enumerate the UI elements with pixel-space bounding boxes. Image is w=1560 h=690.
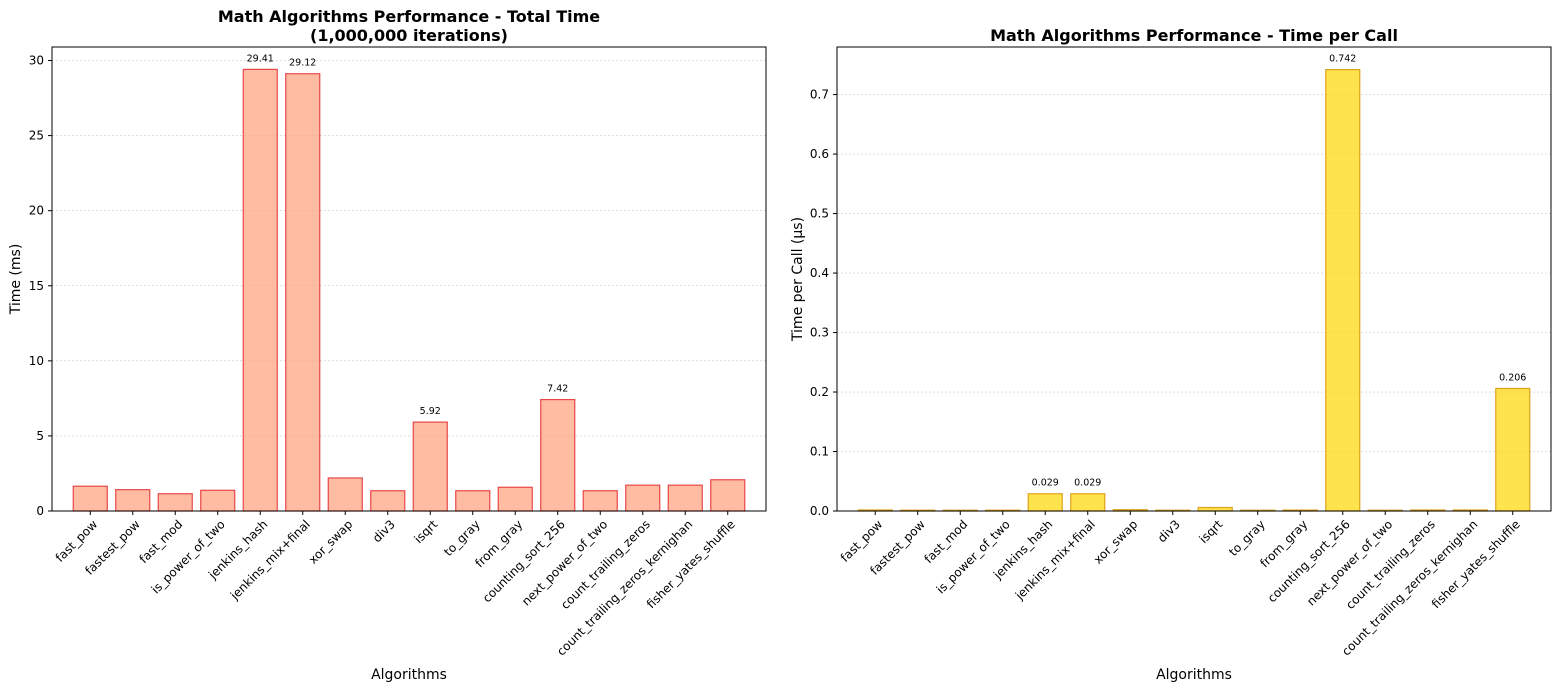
y-tick-label: 10 — [29, 354, 44, 368]
x-axis-label: Algorithms — [371, 667, 447, 683]
y-tick-label: 30 — [29, 54, 44, 68]
bar-jenkins_hash — [242, 68, 278, 512]
x-tick-label: xor_swap — [1091, 517, 1141, 567]
chart-title: Math Algorithms Performance - Total Time — [218, 7, 600, 26]
x-tick-label: div3 — [370, 517, 398, 545]
bar-counting_sort_256 — [540, 398, 576, 512]
bar-jenkins_hash — [1027, 493, 1063, 512]
y-tick-label: 0.7 — [810, 88, 829, 102]
bar-isqrt — [412, 421, 448, 512]
y-tick-label: 0.1 — [810, 445, 829, 459]
bar-count_trailing_zeros — [625, 484, 661, 512]
data-label: 0.206 — [1499, 372, 1526, 383]
x-tick-label: jenkins_mix+final — [1012, 517, 1098, 603]
bar-jenkins_mix+final — [285, 73, 321, 512]
y-tick-label: 0 — [36, 504, 44, 518]
x-tick-label: is_power_of_two — [149, 517, 228, 596]
bar-jenkins_mix+final — [1070, 493, 1106, 512]
data-label: 29.41 — [247, 53, 274, 64]
bar-count_trailing_zeros_kernighan — [667, 484, 703, 512]
y-tick-label: 0.6 — [810, 147, 829, 161]
data-label: 0.029 — [1032, 478, 1059, 489]
data-label: 7.42 — [547, 384, 568, 395]
y-tick-label: 0.3 — [810, 326, 829, 340]
chart-title: Math Algorithms Performance - Time per C… — [990, 26, 1398, 45]
data-label: 0.029 — [1074, 478, 1101, 489]
y-tick-label: 20 — [29, 204, 44, 218]
bar-fastest_pow — [115, 489, 151, 512]
y-axis-label: Time (ms) — [8, 244, 24, 316]
bar-isqrt — [1197, 506, 1233, 512]
x-tick-label: to_gray — [441, 517, 483, 559]
y-tick-label: 5 — [36, 429, 44, 443]
x-tick-label: div3 — [1155, 517, 1183, 545]
plot-frame — [836, 46, 1552, 512]
chart-panel-2: 0.029 0.029 0.742 0.206 0.0 0.1 0.2 0.3 0.4 0.5 0.… — [790, 26, 1552, 683]
y-axis-label: Time per Call (μs) — [790, 217, 806, 342]
y-tick-label: 15 — [29, 279, 44, 293]
x-tick-label: to_gray — [1226, 517, 1268, 559]
bar-fast_mod — [157, 493, 193, 512]
y-tick-label: 25 — [29, 129, 44, 143]
x-tick-label: isqrt — [1196, 517, 1225, 546]
y-tick-label: 0.5 — [810, 207, 829, 221]
bar-div3 — [370, 490, 406, 512]
x-tick-label: jenkins_mix+final — [227, 517, 313, 603]
bar-from_gray — [497, 486, 533, 512]
chart-title: (1,000,000 iterations) — [310, 26, 508, 45]
x-tick-label: counting_sort_256 — [1265, 517, 1353, 605]
bar-xor_swap — [327, 477, 363, 512]
x-tick-label: isqrt — [411, 517, 440, 546]
x-tick-label: counting_sort_256 — [480, 517, 568, 605]
chart-panel-1: 29.41 29.125.927.42051015202530fast_powfa… — [8, 7, 767, 683]
bar-counting_sort_256 — [1325, 69, 1361, 512]
bar-fast_pow — [72, 485, 108, 512]
x-tick-label: xor_swap — [306, 517, 356, 567]
y-tick-label: 0.0 — [810, 504, 829, 518]
bar-is_power_of_two — [200, 489, 236, 512]
data-label: 5.92 — [420, 406, 441, 417]
x-tick-label: is_power_of_two — [934, 517, 1013, 596]
bar-next_power_of_two — [582, 490, 618, 512]
bar-fisher_yates_shuffle — [710, 479, 746, 512]
plot-frame — [51, 46, 767, 512]
data-label: 0.742 — [1329, 54, 1356, 65]
bar-to_gray — [455, 490, 491, 512]
y-tick-label: 0.2 — [810, 385, 829, 399]
y-tick-label: 0.4 — [810, 266, 829, 280]
bar-fisher_yates_shuffle — [1495, 387, 1531, 512]
x-axis-label: Algorithms — [1156, 667, 1232, 683]
data-label: 29.12 — [289, 58, 316, 69]
